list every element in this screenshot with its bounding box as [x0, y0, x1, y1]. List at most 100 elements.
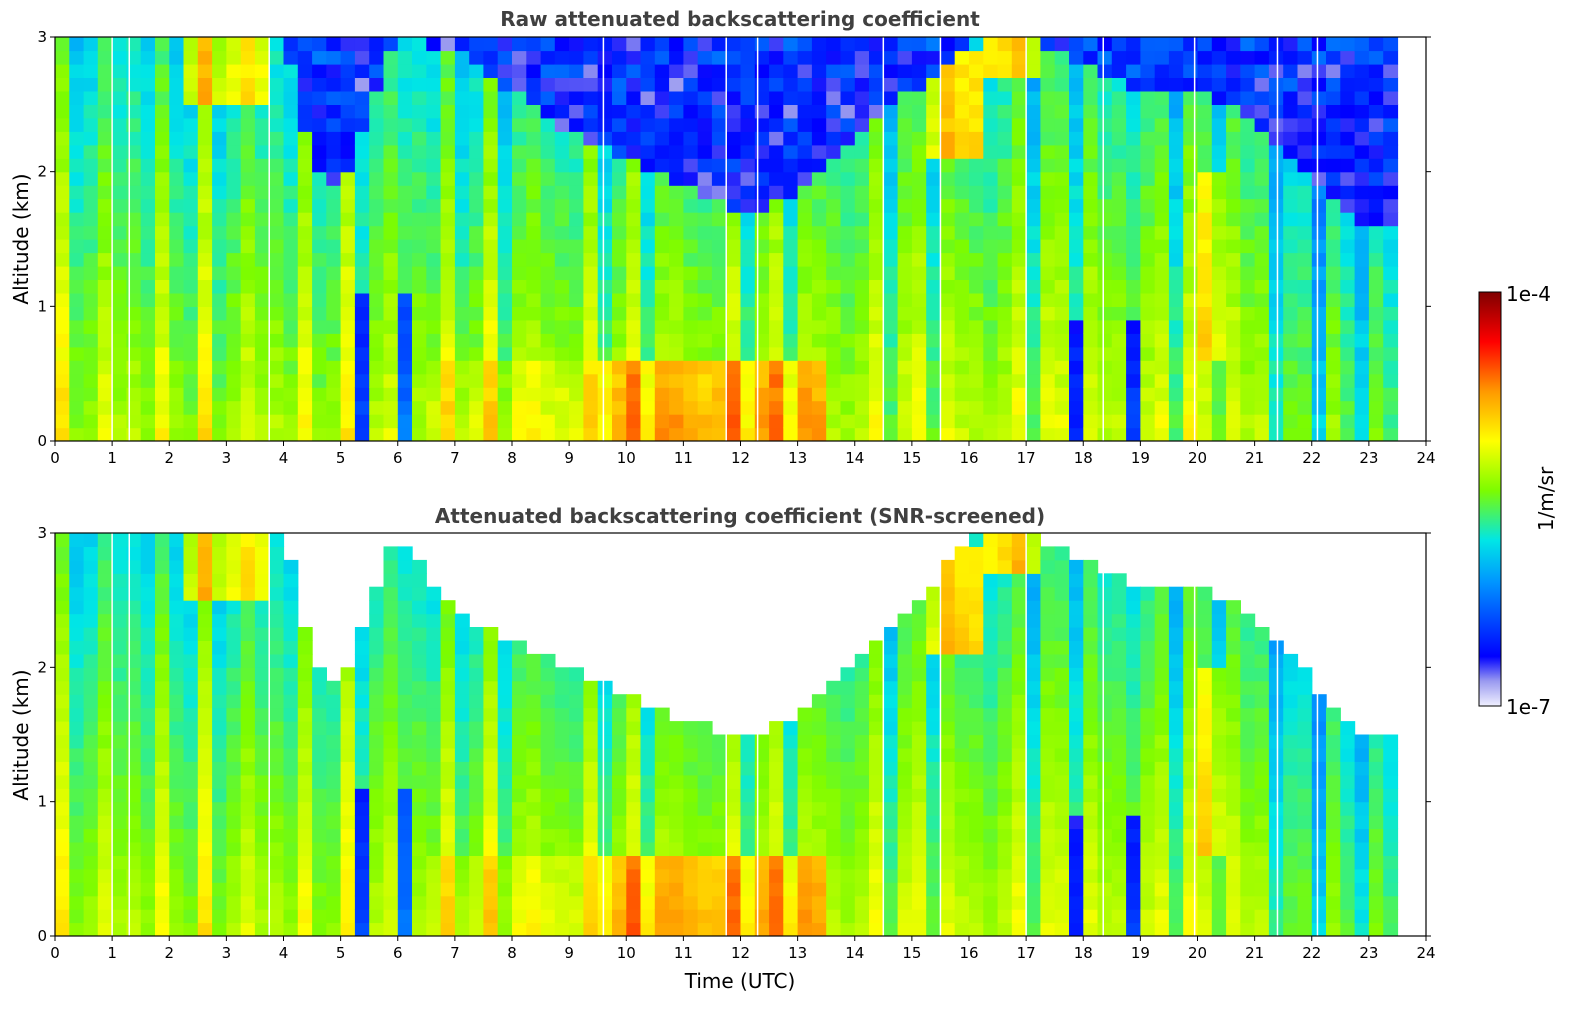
heatmap-cell [1140, 774, 1156, 789]
heatmap-cell [940, 909, 956, 924]
heatmap-cell [612, 895, 627, 910]
heatmap-cell [654, 747, 670, 762]
heatmap-cell [226, 680, 242, 695]
heatmap-cell [512, 653, 527, 668]
heatmap-cell [697, 37, 713, 52]
heatmap-cell [669, 144, 684, 159]
heatmap-cell [612, 694, 627, 709]
heatmap-cell [397, 573, 413, 588]
heatmap-cell [711, 895, 727, 910]
heatmap-cell [883, 882, 899, 897]
heatmap-cell [126, 667, 142, 682]
heatmap-cell [897, 346, 913, 361]
heatmap-cell [1383, 333, 1399, 348]
heatmap-cell [55, 546, 70, 561]
heatmap-cell [1240, 627, 1256, 641]
heatmap-cell [1226, 707, 1241, 722]
heatmap-cell [1154, 586, 1170, 601]
heatmap-cell [754, 801, 770, 816]
heatmap-cell [397, 842, 413, 856]
heatmap-cell [1268, 37, 1284, 52]
heatmap-cell [626, 252, 642, 267]
heatmap-cell [140, 774, 156, 789]
heatmap-cell [254, 198, 270, 213]
heatmap-cell [155, 586, 170, 601]
heatmap-cell [1126, 414, 1141, 429]
heatmap-cell [826, 815, 842, 830]
heatmap-cell [1011, 279, 1027, 294]
heatmap-cell [169, 239, 185, 254]
heatmap-cell [869, 721, 884, 736]
heatmap-cell [854, 788, 870, 803]
heatmap-cell [354, 117, 370, 132]
heatmap-cell [1126, 131, 1141, 146]
heatmap-cell [369, 90, 385, 105]
heatmap-cell [340, 373, 356, 388]
heatmap-cell [1183, 909, 1199, 924]
heatmap-cell [997, 333, 1013, 348]
heatmap-cell [97, 707, 113, 722]
heatmap-cell [440, 400, 456, 415]
heatmap-cell [340, 37, 356, 52]
heatmap-cell [597, 212, 613, 227]
heatmap-cell [1126, 600, 1141, 615]
heatmap-cell [640, 400, 656, 415]
heatmap-cell [269, 694, 285, 709]
heatmap-cell [383, 50, 399, 65]
heatmap-cell [540, 252, 556, 267]
heatmap-cell [1368, 373, 1384, 388]
heatmap-cell [1168, 131, 1184, 146]
heatmap-cell [183, 414, 199, 429]
heatmap-cell [540, 90, 556, 105]
heatmap-cell [1154, 225, 1170, 240]
heatmap-cell [140, 50, 156, 65]
heatmap-cell [569, 801, 584, 816]
heatmap-cell [1354, 171, 1370, 186]
heatmap-cell [440, 721, 456, 736]
heatmap-cell [911, 252, 927, 267]
heatmap-cell [554, 427, 570, 441]
heatmap-cell [826, 842, 842, 856]
heatmap-cell [526, 855, 542, 870]
heatmap-cell [1026, 387, 1041, 402]
heatmap-cell [526, 707, 542, 722]
heatmap-cell [1040, 225, 1056, 240]
heatmap-cell [969, 774, 984, 789]
heatmap-cell [1168, 707, 1184, 722]
heatmap-cell [940, 707, 956, 722]
heatmap-cell [1183, 922, 1199, 936]
heatmap-cell [1054, 559, 1070, 574]
heatmap-cell [469, 882, 485, 897]
heatmap-cell [711, 909, 727, 924]
heatmap-cell [55, 707, 70, 722]
heatmap-cell [654, 774, 670, 789]
heatmap-cell [1240, 50, 1256, 65]
heatmap-cell [126, 63, 142, 78]
heatmap-cell [1011, 680, 1027, 695]
heatmap-cell [583, 707, 599, 722]
heatmap-cell [69, 774, 85, 789]
heatmap-cell [397, 707, 413, 722]
heatmap-cell [1197, 855, 1213, 870]
heatmap-cell [69, 788, 85, 803]
heatmap-cell [626, 292, 642, 307]
heatmap-cell [369, 842, 385, 856]
heatmap-cell [612, 747, 627, 762]
heatmap-cell [840, 842, 856, 856]
heatmap-cell [226, 158, 242, 173]
heatmap-cell [597, 721, 613, 736]
heatmap-cell [811, 815, 827, 830]
heatmap-cell [397, 747, 413, 762]
heatmap-cell [454, 117, 470, 132]
heatmap-cell [83, 694, 99, 709]
heatmap-cell [1211, 842, 1227, 856]
heatmap-cell [626, 707, 642, 722]
heatmap-cell [811, 774, 827, 789]
heatmap-cell [354, 37, 370, 52]
heatmap-cell [426, 185, 442, 200]
heatmap-cell [869, 104, 884, 119]
heatmap-cell [497, 292, 513, 307]
heatmap-cell [540, 131, 556, 146]
heatmap-cell [940, 922, 956, 936]
heatmap-cell [240, 346, 256, 361]
